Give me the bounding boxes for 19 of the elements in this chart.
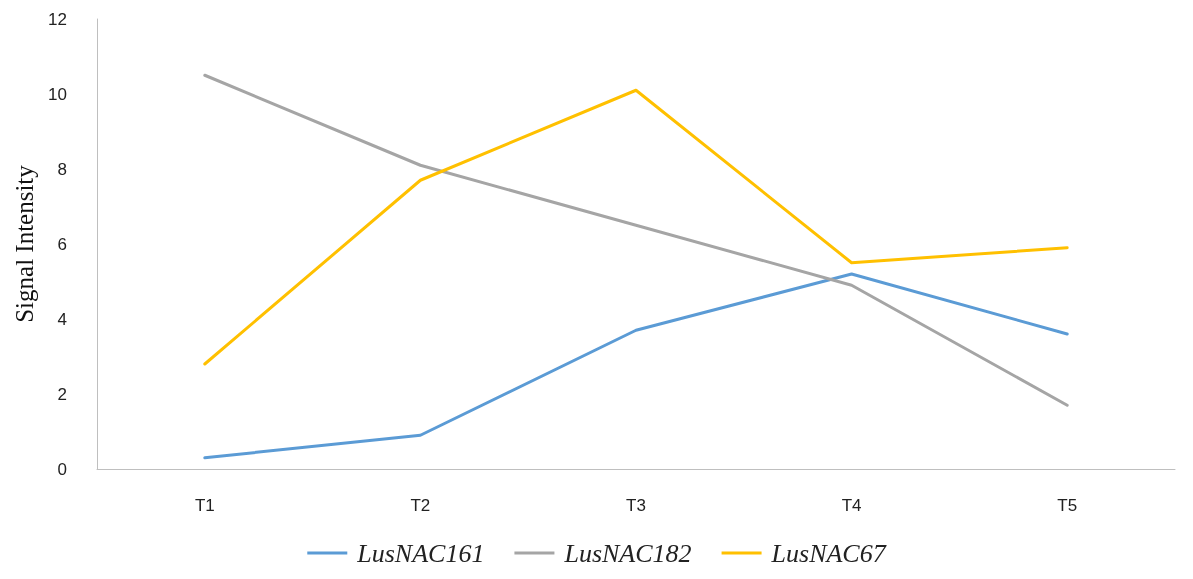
legend-label: LusNAC161 xyxy=(356,538,485,568)
x-tick-label: T1 xyxy=(194,496,215,515)
x-tick-label: T2 xyxy=(410,496,431,515)
line-series xyxy=(203,88,1069,366)
y-axis-title: Signal Intensity xyxy=(11,164,39,323)
legend-label: LusNAC67 xyxy=(770,538,887,568)
legend-label: LusNAC182 xyxy=(563,538,692,568)
line-series xyxy=(203,272,1069,460)
y-tick-label: 2 xyxy=(57,384,67,404)
y-tick-label: 4 xyxy=(57,309,67,329)
y-tick-label: 0 xyxy=(57,459,67,479)
y-tick-label: 8 xyxy=(57,159,67,179)
x-tick-label: T4 xyxy=(841,496,862,515)
line-series xyxy=(203,73,1069,407)
x-tick-label: T3 xyxy=(626,496,646,515)
x-tick-label: T5 xyxy=(1057,496,1078,515)
y-tick-label: 10 xyxy=(48,84,67,104)
y-tick-label: 12 xyxy=(48,9,67,29)
y-tick-label: 6 xyxy=(57,234,67,254)
